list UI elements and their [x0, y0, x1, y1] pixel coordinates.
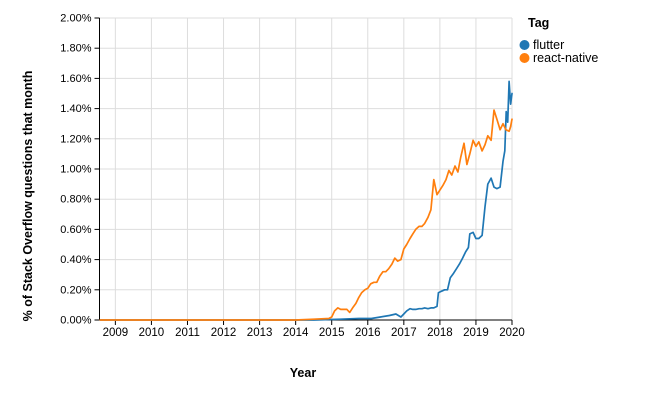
- y-tick-label: 0.60%: [60, 224, 91, 236]
- x-tick-label: 2009: [103, 327, 129, 339]
- legend-item-flutter[interactable]: flutter: [519, 38, 565, 52]
- x-tick-label: 2018: [427, 327, 453, 339]
- legend-swatch-react-native: [519, 53, 530, 63]
- series-line-react-native: [99, 109, 513, 321]
- x-tick-label: 2012: [211, 327, 237, 339]
- axes-layer: 0.00% 0.20% 0.40% 0.60% 0.80% 1.00% 1.20% 1.40%…: [60, 13, 525, 340]
- y-tick-label: 2.00%: [60, 13, 91, 25]
- y-tick-label: 1.40%: [60, 103, 91, 115]
- x-tick-label: 2016: [355, 327, 381, 339]
- grid-layer: [99, 17, 513, 320]
- y-tick-label: 1.20%: [60, 133, 91, 145]
- x-tick-label: 2017: [391, 327, 417, 339]
- x-tick-label: 2020: [499, 327, 525, 339]
- y-tick-label: 1.00%: [60, 164, 91, 176]
- x-tick-label: 2014: [283, 327, 309, 339]
- legend-title: Tag: [528, 16, 549, 30]
- y-tick-label: 0.20%: [60, 284, 91, 296]
- x-tick-label: 2011: [175, 327, 200, 339]
- x-tick-label: 2019: [463, 327, 489, 339]
- y-tick-label: 0.40%: [60, 254, 91, 266]
- legend-label: react-native: [533, 51, 598, 65]
- y-tick-label: 1.80%: [60, 43, 91, 55]
- x-tick-label: 2010: [139, 327, 165, 339]
- legend-swatch-flutter: [519, 40, 530, 50]
- y-tick-label: 0.00%: [60, 315, 91, 327]
- x-tick-label: 2015: [319, 327, 345, 339]
- x-axis-title: Year: [290, 366, 317, 380]
- y-axis-title: % of Stack Overflow questions that month: [21, 71, 35, 322]
- series-line-flutter: [99, 80, 513, 321]
- y-tick-label: 1.60%: [60, 73, 91, 85]
- legend-item-react-native[interactable]: react-native: [519, 51, 599, 65]
- y-tick-label: 0.80%: [60, 194, 91, 206]
- legend-label: flutter: [533, 38, 564, 52]
- series-layer: [99, 80, 513, 321]
- x-tick-label: 2013: [247, 327, 273, 339]
